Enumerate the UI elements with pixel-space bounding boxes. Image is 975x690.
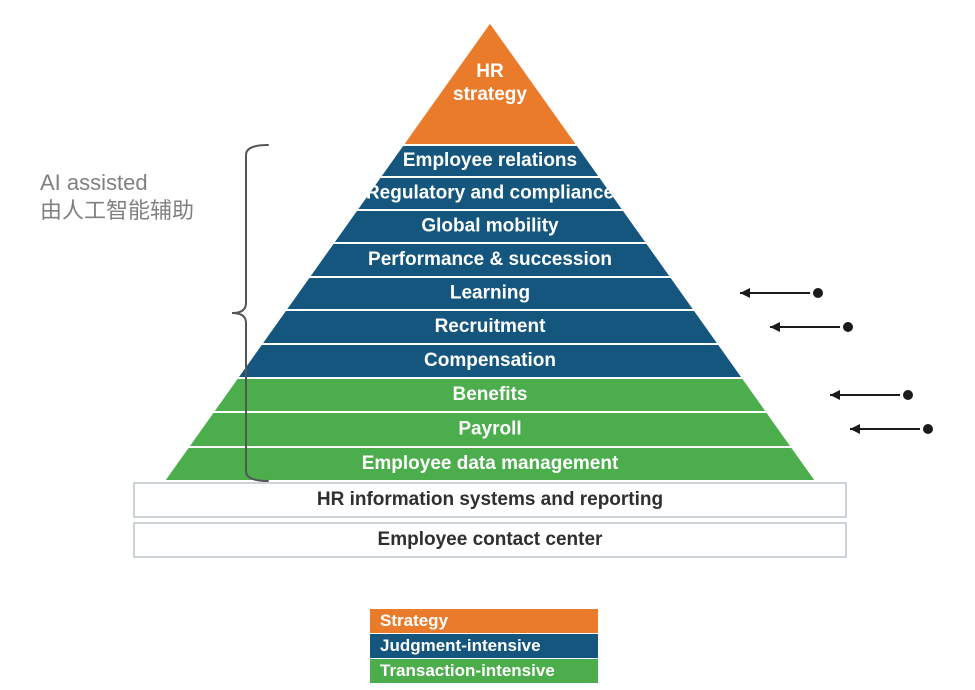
arrow-dot-icon bbox=[843, 322, 853, 332]
arrow-head-icon bbox=[770, 322, 780, 332]
pyramid-tier-label: Payroll bbox=[458, 419, 521, 440]
base-row-label: HR information systems and reporting bbox=[317, 489, 663, 510]
pyramid-tier-label: Global mobility bbox=[421, 216, 559, 237]
pyramid-tier-label: strategy bbox=[453, 84, 527, 105]
pyramid-tier-label: Employee data management bbox=[362, 453, 619, 474]
arrow-dot-icon bbox=[813, 288, 823, 298]
pyramid-tier-label: HR bbox=[476, 61, 504, 82]
legend-item: Judgment-intensive bbox=[370, 634, 598, 658]
pyramid-tier-label: Benefits bbox=[453, 384, 528, 405]
legend: StrategyJudgment-intensiveTransaction-in… bbox=[370, 609, 598, 684]
pyramid-tier-label: Learning bbox=[450, 283, 530, 304]
arrow-head-icon bbox=[740, 288, 750, 298]
pyramid-tier-label: Compensation bbox=[424, 350, 556, 371]
legend-item: Strategy bbox=[370, 609, 598, 633]
pyramid-tier-label: Performance & succession bbox=[368, 249, 612, 270]
legend-item: Transaction-intensive bbox=[370, 659, 598, 683]
infographic-canvas: HRstrategy Employee relations Regulatory a… bbox=[0, 0, 975, 685]
base-row-label: Employee contact center bbox=[378, 529, 604, 550]
arrow-dot-icon bbox=[923, 424, 933, 434]
bracket-label: 由人工智能辅助 bbox=[40, 198, 194, 223]
bracket-label: AI assisted bbox=[40, 170, 148, 195]
pyramid-svg: HRstrategy Employee relations Regulatory a… bbox=[0, 0, 975, 685]
pyramid-tier-label: Employee relations bbox=[403, 150, 577, 171]
pyramid-tier-label: Regulatory and compliance bbox=[366, 183, 614, 204]
pyramid-tier-label: Recruitment bbox=[435, 316, 547, 337]
arrow-dot-icon bbox=[903, 390, 913, 400]
arrow-head-icon bbox=[850, 424, 860, 434]
arrow-head-icon bbox=[830, 390, 840, 400]
